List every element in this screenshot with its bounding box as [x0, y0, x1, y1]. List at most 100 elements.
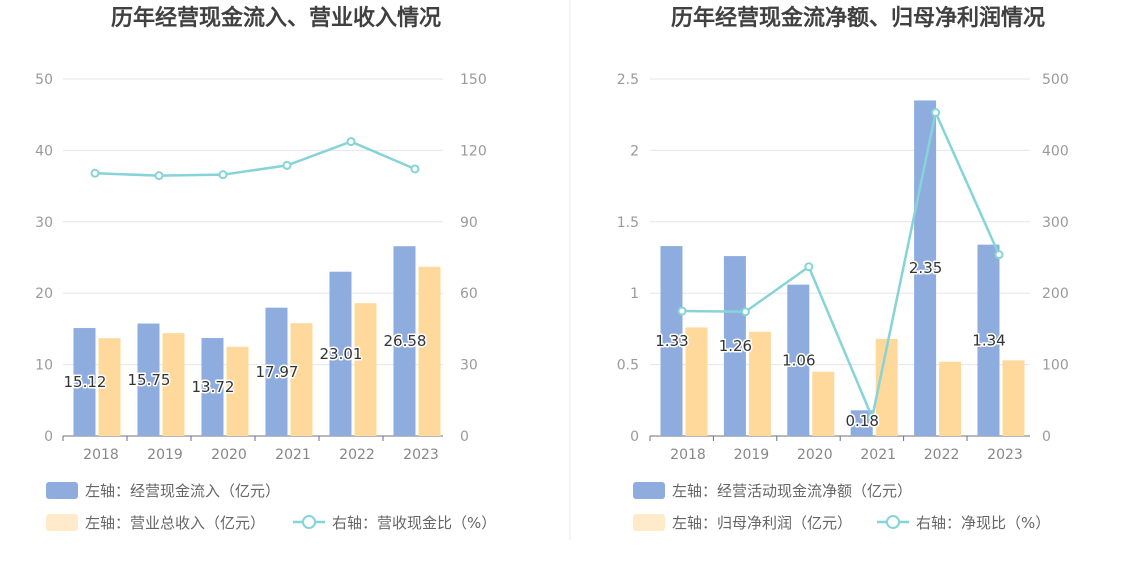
data-label-2022: 2.35 [909, 259, 942, 277]
bar-secondary-2020 [812, 371, 835, 436]
chart-title: 历年经营现金流入、营业收入情况 [111, 5, 441, 31]
data-label-2023: 26.58 [384, 332, 427, 350]
right-axis-tick: 500 [1042, 72, 1069, 88]
left-axis-tick: 0 [630, 429, 639, 445]
chart-panel-1: 历年经营现金流入、营业收入情况 0 0 10 30 20 60 30 90 40 120 50 150 2… [35, 5, 496, 532]
data-label-2018: 15.12 [64, 373, 107, 391]
bar-secondary-2022 [939, 361, 962, 436]
bar-primary-2023 [977, 244, 1000, 436]
left-axis-tick: 1.5 [617, 215, 639, 231]
legend-label-line: 右轴：营收现金比（%） [332, 514, 496, 532]
right-axis-tick: 0 [1042, 429, 1051, 445]
left-axis-tick: 0 [44, 429, 53, 445]
legend-swatch-primary [46, 482, 78, 499]
legend-swatch-line-marker [302, 515, 316, 529]
legend-label-primary: 左轴：经营现金流入（亿元） [85, 482, 280, 500]
bar-secondary-2023 [418, 266, 441, 436]
legend-item-primary: 左轴：经营活动现金流净额（亿元） [633, 482, 912, 500]
line-point-2020 [804, 262, 814, 272]
left-axis-tick: 1 [630, 286, 639, 302]
legend-swatch-secondary [46, 514, 78, 531]
x-axis-tick-2020: 2020 [211, 447, 247, 463]
right-axis-tick: 100 [1042, 358, 1069, 374]
line-point-2021 [867, 412, 877, 422]
right-axis-tick: 0 [460, 429, 469, 445]
x-axis-tick-2020: 2020 [797, 447, 833, 463]
x-axis-tick-2021: 2021 [275, 447, 311, 463]
left-axis-tick: 40 [35, 143, 53, 159]
x-axis-tick-2021: 2021 [860, 447, 896, 463]
bar-primary-2019 [723, 256, 746, 436]
line-point-2021 [282, 160, 292, 170]
bar-secondary-2022 [354, 303, 377, 436]
x-axis-tick-2019: 2019 [147, 447, 183, 463]
line-point-2019 [740, 307, 750, 317]
right-axis-tick: 200 [1042, 286, 1069, 302]
right-axis-tick: 400 [1042, 143, 1069, 159]
line-series [681, 108, 1001, 422]
legend-item-line: 右轴：营收现金比（%） [293, 514, 496, 532]
bar-secondary-2020 [226, 346, 249, 436]
right-axis-tick: 300 [1042, 215, 1069, 231]
data-label-2019: 1.26 [719, 337, 752, 355]
data-label-2018: 1.33 [655, 332, 688, 350]
line-point-2023 [410, 164, 420, 174]
bar-primary-2022 [329, 271, 352, 436]
legend-item-primary: 左轴：经营现金流入（亿元） [46, 482, 280, 500]
right-axis-tick: 150 [460, 72, 487, 88]
right-axis-tick: 90 [460, 215, 478, 231]
data-label-2020: 13.72 [192, 378, 235, 396]
legend-label-secondary: 左轴：归母净利润（亿元） [672, 514, 852, 532]
bar-secondary-2019 [748, 331, 771, 436]
bar-primary-2019 [137, 323, 160, 436]
x-axis-tick-2023: 2023 [987, 447, 1023, 463]
legend-item-secondary: 左轴：营业总收入（亿元） [46, 514, 265, 532]
bar-primary-2020 [787, 284, 810, 436]
legend-label-secondary: 左轴：营业总收入（亿元） [85, 514, 265, 532]
line-point-2018 [90, 168, 100, 178]
bar-primary-2021 [850, 410, 873, 436]
chart-title: 历年经营现金流净额、归母净利润情况 [671, 5, 1045, 31]
right-axis-tick: 120 [460, 143, 487, 159]
chart-panel-2: 历年经营现金流净额、归母净利润情况 0 0 0.5 100 1 200 1.5 300 2 400 2… [617, 5, 1069, 532]
left-axis-tick: 0.5 [617, 358, 639, 374]
line-point-2022 [931, 108, 941, 118]
bar-secondary-2021 [290, 323, 313, 436]
bar-primary-2021 [265, 307, 288, 436]
x-axis-tick-2018: 2018 [83, 447, 119, 463]
x-axis-tick-2022: 2022 [924, 447, 960, 463]
x-axis-tick-2018: 2018 [670, 447, 706, 463]
data-label-2021: 17.97 [256, 363, 299, 381]
left-axis-tick: 20 [35, 286, 53, 302]
bar-secondary-2018 [98, 338, 121, 436]
x-axis-tick-2019: 2019 [734, 447, 770, 463]
legend-swatch-primary [633, 482, 665, 499]
legend-label-primary: 左轴：经营活动现金流净额（亿元） [672, 482, 912, 500]
left-axis-tick: 2.5 [617, 72, 639, 88]
legend-item-line: 右轴：净现比（%） [877, 514, 1050, 532]
left-axis-tick: 10 [35, 358, 53, 374]
line-series [94, 140, 416, 177]
right-axis-tick: 30 [460, 358, 478, 374]
line-point-2018 [677, 306, 687, 316]
bar-primary-2020 [201, 338, 224, 436]
bar-primary-2018 [660, 246, 683, 436]
bar-primary-2023 [393, 246, 416, 436]
legend-swatch-secondary [633, 514, 665, 531]
x-axis-tick-2023: 2023 [403, 447, 439, 463]
line-point-2023 [994, 250, 1004, 260]
x-axis-tick-2022: 2022 [339, 447, 375, 463]
line-point-2020 [218, 170, 228, 180]
legend-swatch-line-marker [886, 515, 900, 529]
data-label-2021: 0.18 [845, 412, 878, 430]
bar-secondary-2018 [685, 327, 708, 436]
left-axis-tick: 30 [35, 215, 53, 231]
left-axis-tick: 2 [630, 143, 639, 159]
left-axis-tick: 50 [35, 72, 53, 88]
bar-secondary-2019 [162, 333, 185, 436]
data-label-2019: 15.75 [128, 371, 171, 389]
line-point-2019 [154, 171, 164, 181]
line-point-2022 [346, 137, 356, 147]
